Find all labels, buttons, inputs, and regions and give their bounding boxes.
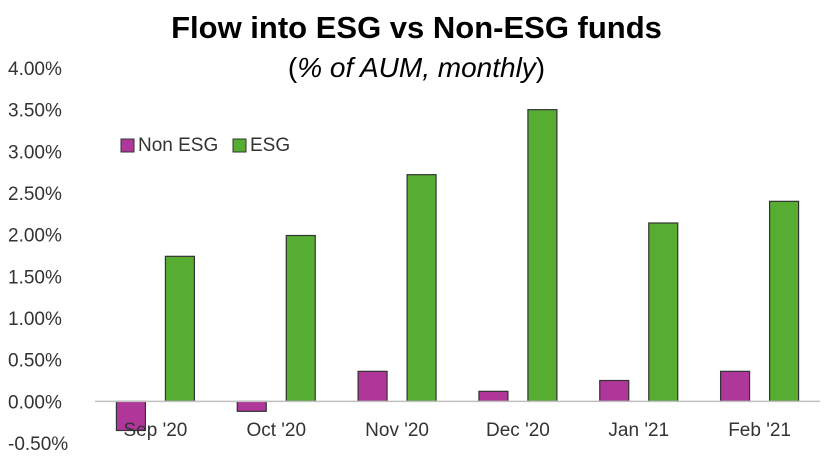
y-tick-label: 2.50% <box>8 184 62 205</box>
esg-bar <box>285 234 316 402</box>
y-tick-label: 3.00% <box>8 142 62 163</box>
category-labels: Sep '20 Oct '20 Nov '20 Dec '20 Jan '21 Feb '… <box>123 420 790 441</box>
esg-bar <box>164 255 196 402</box>
chart-title: Flow into ESG vs Non-ESG funds <box>171 10 662 45</box>
esg-bar <box>768 200 800 402</box>
subtitle-close: ) <box>535 52 546 83</box>
category-label: Oct '20 <box>246 420 306 441</box>
subtitle-open: ( <box>287 52 298 83</box>
y-tick-label: 3.50% <box>8 101 62 122</box>
esg-bar <box>648 222 679 402</box>
y-tick-label: 1.50% <box>8 267 62 288</box>
y-tick-label: 2.00% <box>8 226 62 247</box>
non-esg-bar <box>236 400 267 412</box>
y-tick-label: 1.00% <box>8 309 62 330</box>
category-label: Feb '21 <box>728 420 791 441</box>
legend-swatch <box>120 138 135 153</box>
y-tick-label: 0.50% <box>8 351 62 372</box>
non-esg-bar <box>357 370 388 402</box>
chart-subtitle: (% of AUM, monthly) <box>0 52 833 84</box>
category-label: Nov '20 <box>365 420 429 441</box>
legend-swatch <box>232 138 247 153</box>
y-tick-label: 4.00% <box>8 59 62 80</box>
esg-bar <box>527 109 558 402</box>
non-esg-bar <box>599 379 630 402</box>
legend-label: Non ESG <box>138 135 218 156</box>
category-label: Jan '21 <box>608 420 669 441</box>
category-label: Sep '20 <box>123 420 187 441</box>
subtitle-italic: % of AUM, monthly <box>297 52 536 83</box>
y-tick-label: 0.00% <box>8 392 62 413</box>
legend: Non ESG ESG <box>120 135 290 156</box>
non-esg-bar <box>478 390 509 402</box>
non-esg-bar <box>115 400 147 432</box>
non-esg-bar <box>719 370 751 402</box>
bars <box>115 109 800 432</box>
y-axis-ticks: -0.50% 0.00% 0.50% 1.00% 1.50% 2.00% 2.50% 3.00… <box>8 59 68 455</box>
category-label: Dec '20 <box>486 420 550 441</box>
y-tick-label: -0.50% <box>8 434 68 455</box>
esg-bar <box>406 174 437 402</box>
legend-label: ESG <box>250 135 290 156</box>
